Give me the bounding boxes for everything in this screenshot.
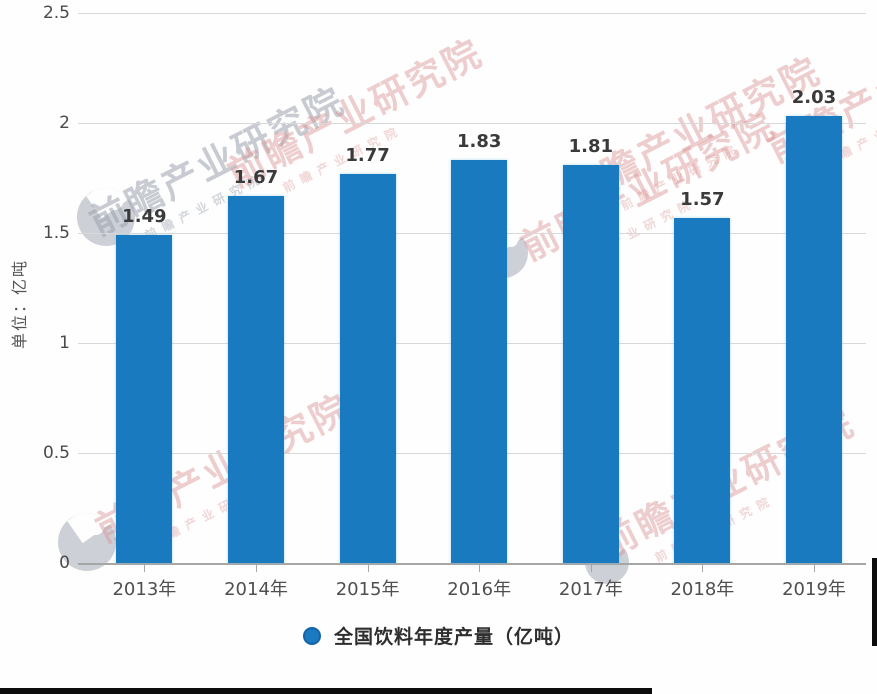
bar-value-label: 1.77 [345, 144, 390, 166]
x-tick-label: 2015年 [335, 579, 400, 600]
bar-value-label: 1.49 [122, 206, 167, 228]
y-tick-label: 0.5 [42, 443, 70, 463]
legend-marker-icon [302, 626, 321, 645]
bar-value-label: 1.83 [456, 131, 502, 153]
bar-2016年 [451, 160, 508, 563]
bar-value-label: 1.67 [233, 166, 279, 188]
bar-2014年 [228, 195, 284, 563]
x-axis-tick [256, 564, 257, 572]
x-axis-line [78, 563, 866, 565]
x-axis-tick [144, 564, 146, 572]
bar-value-label: 1.57 [680, 188, 725, 210]
gridline-2 [78, 123, 866, 124]
bar-value-label: 1.81 [568, 135, 613, 157]
bar-value-label: 2.03 [791, 87, 837, 109]
x-tick-label: 2014年 [224, 579, 288, 600]
bar-2015年 [339, 173, 396, 563]
x-tick-label: 2018年 [670, 579, 735, 600]
bar-2019年 [786, 116, 842, 563]
bar-2018年 [674, 217, 731, 563]
x-tick-label: 2013年 [112, 579, 177, 600]
y-tick-label: 0 [59, 553, 70, 573]
watermark-text: 前瞻产业研究院前瞻产业研究院 [510, 96, 793, 288]
x-axis-tick [702, 564, 704, 572]
y-tick-label: 2.5 [42, 3, 70, 23]
x-tick-label: 2019年 [782, 579, 846, 600]
x-axis-tick [367, 564, 369, 572]
x-tick-label: 2017年 [558, 579, 623, 600]
x-axis-tick [590, 564, 592, 572]
y-tick-label: 1.5 [42, 223, 70, 243]
x-axis-tick [814, 564, 815, 572]
bar-2013年 [116, 235, 173, 563]
right-border-artifact [872, 558, 877, 646]
gridline-2.5 [78, 13, 866, 14]
x-axis-tick [479, 564, 481, 572]
bottom-border-artifact [0, 688, 652, 694]
legend: 全国饮料年度产量（亿吨） [0, 622, 877, 649]
y-tick-label: 1 [59, 333, 70, 353]
y-axis-title: 单位：亿吨 [10, 259, 29, 350]
x-tick-label: 2016年 [447, 579, 512, 600]
y-tick-label: 2 [59, 113, 70, 133]
legend-label: 全国饮料年度产量（亿吨） [333, 626, 574, 648]
bar-2017年 [562, 164, 619, 563]
